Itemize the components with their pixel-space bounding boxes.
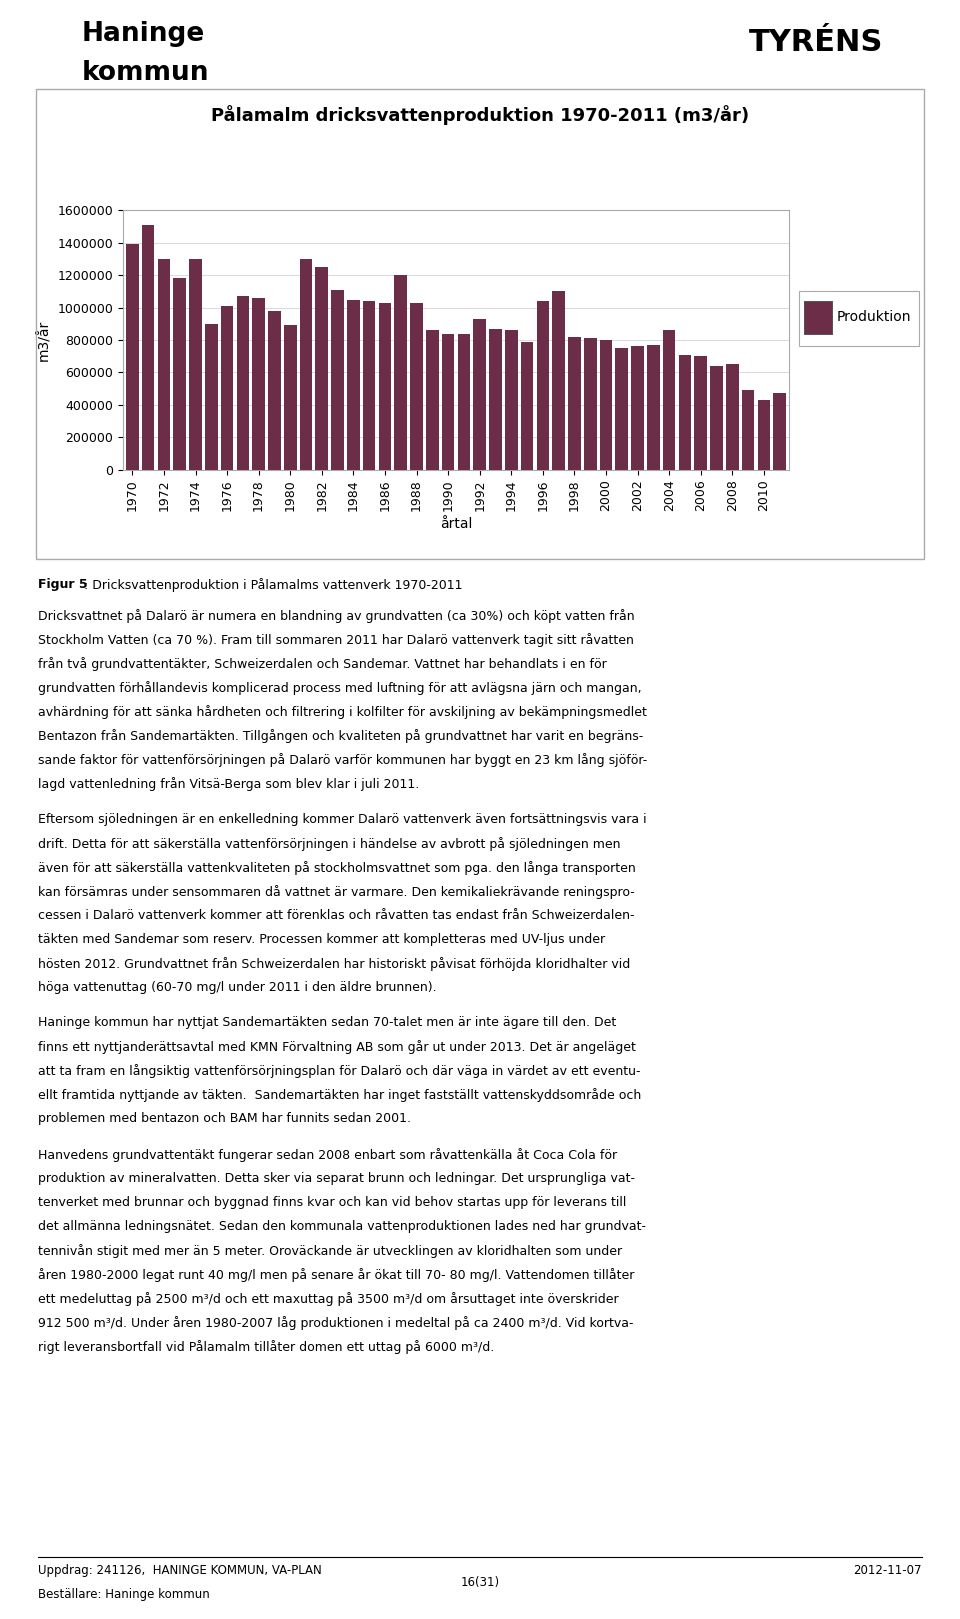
- Text: Produktion: Produktion: [837, 311, 912, 324]
- Text: rigt leveransbortfall vid Pålamalm tillåter domen ett uttag på 6000 m³/d.: rigt leveransbortfall vid Pålamalm tillå…: [38, 1341, 494, 1353]
- Text: 2012-11-07: 2012-11-07: [853, 1564, 922, 1577]
- Bar: [316, 267, 328, 470]
- Bar: [205, 324, 218, 470]
- Text: Pålamalm dricksvattenproduktion 1970-2011 (m3/år): Pålamalm dricksvattenproduktion 1970-201…: [211, 105, 749, 125]
- Text: från två grundvattentäkter, Schweizerdalen och Sandemar. Vattnet har behandlats : från två grundvattentäkter, Schweizerdal…: [38, 657, 607, 670]
- Bar: [662, 330, 676, 470]
- X-axis label: årtal: årtal: [440, 516, 472, 531]
- Text: kan försämras under sensommaren då vattnet är varmare. Den kemikaliekrävande ren: kan försämras under sensommaren då vattn…: [38, 884, 636, 899]
- Text: Haninge: Haninge: [82, 21, 204, 47]
- Bar: [300, 259, 312, 470]
- Bar: [584, 338, 596, 470]
- Text: problemen med bentazon och BAM har funnits sedan 2001.: problemen med bentazon och BAM har funni…: [38, 1112, 412, 1125]
- Text: Beställare: Haninge kommun: Beställare: Haninge kommun: [38, 1588, 210, 1601]
- Bar: [410, 303, 422, 470]
- Text: hösten 2012. Grundvattnet från Schweizerdalen har historiskt påvisat förhöjda kl: hösten 2012. Grundvattnet från Schweizer…: [38, 957, 631, 970]
- Text: drift. Detta för att säkerställa vattenförsörjningen i händelse av avbrott på sj: drift. Detta för att säkerställa vattenf…: [38, 837, 621, 850]
- Bar: [647, 345, 660, 470]
- Bar: [742, 390, 755, 470]
- Text: 16(31): 16(31): [461, 1575, 499, 1588]
- Bar: [426, 330, 439, 470]
- Text: ellt framtida nyttjande av täkten.  Sandemartäkten har inget fastställt vattensk: ellt framtida nyttjande av täkten. Sande…: [38, 1088, 641, 1103]
- Bar: [221, 306, 233, 470]
- Bar: [378, 303, 392, 470]
- Text: kommun: kommun: [82, 60, 209, 86]
- Bar: [505, 330, 517, 470]
- Bar: [268, 311, 280, 470]
- Text: Bentazon från Sandemartäkten. Tillgången och kvaliteten på grundvattnet har vari: Bentazon från Sandemartäkten. Tillgången…: [38, 729, 643, 743]
- Bar: [520, 342, 534, 470]
- Text: cessen i Dalarö vattenverk kommer att förenklas och råvatten tas endast från Sch: cessen i Dalarö vattenverk kommer att fö…: [38, 908, 635, 921]
- Bar: [710, 366, 723, 470]
- Bar: [537, 301, 549, 470]
- Text: lagd vattenledning från Vitsä-Berga som blev klar i juli 2011.: lagd vattenledning från Vitsä-Berga som …: [38, 777, 420, 790]
- Bar: [126, 244, 138, 470]
- Bar: [568, 337, 581, 470]
- Text: tenverket med brunnar och byggnad finns kvar och kan vid behov startas upp för l: tenverket med brunnar och byggnad finns …: [38, 1196, 627, 1209]
- Bar: [757, 400, 770, 470]
- Text: höga vattenuttag (60-70 mg/l under 2011 i den äldre brunnen).: höga vattenuttag (60-70 mg/l under 2011 …: [38, 981, 437, 994]
- Bar: [157, 259, 170, 470]
- Text: sande faktor för vattenförsörjningen på Dalarö varför kommunen har byggt en 23 k: sande faktor för vattenförsörjningen på …: [38, 753, 648, 767]
- Text: Haninge kommun har nyttjat Sandemartäkten sedan 70-talet men är inte ägare till : Haninge kommun har nyttjat Sandemartäkte…: [38, 1017, 616, 1030]
- Text: : Dricksvattenproduktion i Pålamalms vattenverk 1970-2011: : Dricksvattenproduktion i Pålamalms vat…: [84, 578, 462, 593]
- Bar: [252, 298, 265, 470]
- Bar: [395, 275, 407, 470]
- Text: grundvatten förhållandevis komplicerad process med luftning för att avlägsna jär: grundvatten förhållandevis komplicerad p…: [38, 682, 642, 695]
- Bar: [331, 290, 344, 470]
- Text: ett medeluttag på 2500 m³/d och ett maxuttag på 3500 m³/d om årsuttaget inte öve: ett medeluttag på 2500 m³/d och ett maxu…: [38, 1292, 619, 1307]
- Bar: [348, 300, 360, 470]
- Text: det allmänna ledningsnätet. Sedan den kommunala vattenproduktionen lades ned har: det allmänna ledningsnätet. Sedan den ko…: [38, 1221, 646, 1234]
- Bar: [726, 364, 738, 470]
- Text: Hanvedens grundvattentäkt fungerar sedan 2008 enbart som råvattenkälla åt Coca C: Hanvedens grundvattentäkt fungerar sedan…: [38, 1148, 617, 1162]
- Bar: [174, 278, 186, 470]
- Text: Produktion: Produktion: [837, 311, 912, 324]
- Text: 912 500 m³/d. Under åren 1980-2007 låg produktionen i medeltal på ca 2400 m³/d. : 912 500 m³/d. Under åren 1980-2007 låg p…: [38, 1316, 634, 1329]
- Bar: [679, 355, 691, 470]
- Text: avhärdning för att sänka hårdheten och filtrering i kolfilter för avskiljning av: avhärdning för att sänka hårdheten och f…: [38, 704, 647, 719]
- Bar: [442, 334, 454, 470]
- Bar: [774, 393, 786, 470]
- Text: TYRÉNS: TYRÉNS: [749, 28, 883, 57]
- Text: att ta fram en långsiktig vattenförsörjningsplan för Dalarö och där väga in värd: att ta fram en långsiktig vattenförsörjn…: [38, 1064, 641, 1078]
- Text: Stockholm Vatten (ca 70 %). Fram till sommaren 2011 har Dalarö vattenverk tagit : Stockholm Vatten (ca 70 %). Fram till so…: [38, 633, 635, 648]
- Text: produktion av mineralvatten. Detta sker via separat brunn och ledningar. Det urs: produktion av mineralvatten. Detta sker …: [38, 1172, 636, 1185]
- Text: tennivån stigit med mer än 5 meter. Oroväckande är utvecklingen av kloridhalten : tennivån stigit med mer än 5 meter. Orov…: [38, 1243, 622, 1258]
- Y-axis label: m3/år: m3/år: [37, 319, 52, 361]
- Bar: [363, 301, 375, 470]
- Text: täkten med Sandemar som reserv. Processen kommer att kompletteras med UV-ljus un: täkten med Sandemar som reserv. Processe…: [38, 933, 606, 945]
- Text: Uppdrag: 241126,  HANINGE KOMMUN, VA-PLAN: Uppdrag: 241126, HANINGE KOMMUN, VA-PLAN: [38, 1564, 323, 1577]
- Bar: [142, 225, 155, 470]
- Bar: [458, 334, 470, 470]
- Bar: [236, 296, 250, 470]
- Text: Dricksvattnet på Dalarö är numera en blandning av grundvatten (ca 30%) och köpt : Dricksvattnet på Dalarö är numera en bla…: [38, 609, 635, 623]
- Bar: [600, 340, 612, 470]
- Bar: [552, 291, 564, 470]
- Bar: [694, 356, 707, 470]
- Text: Eftersom sjöledningen är en enkelledning kommer Dalarö vattenverk även fortsättn: Eftersom sjöledningen är en enkelledning…: [38, 813, 647, 826]
- Bar: [473, 319, 486, 470]
- Text: Figur 5: Figur 5: [38, 578, 88, 591]
- Text: finns ett nyttjanderättsavtal med KMN Förvaltning AB som går ut under 2013. Det : finns ett nyttjanderättsavtal med KMN Fö…: [38, 1041, 636, 1054]
- Text: även för att säkerställa vattenkvaliteten på stockholmsvattnet som pga. den lång: även för att säkerställa vattenkvalitete…: [38, 861, 636, 874]
- Bar: [490, 329, 502, 470]
- Bar: [615, 348, 628, 470]
- Text: åren 1980-2000 legat runt 40 mg/l men på senare år ökat till 70- 80 mg/l. Vatten: åren 1980-2000 legat runt 40 mg/l men på…: [38, 1268, 635, 1282]
- Bar: [632, 346, 644, 470]
- Bar: [284, 325, 297, 470]
- Bar: [189, 259, 202, 470]
